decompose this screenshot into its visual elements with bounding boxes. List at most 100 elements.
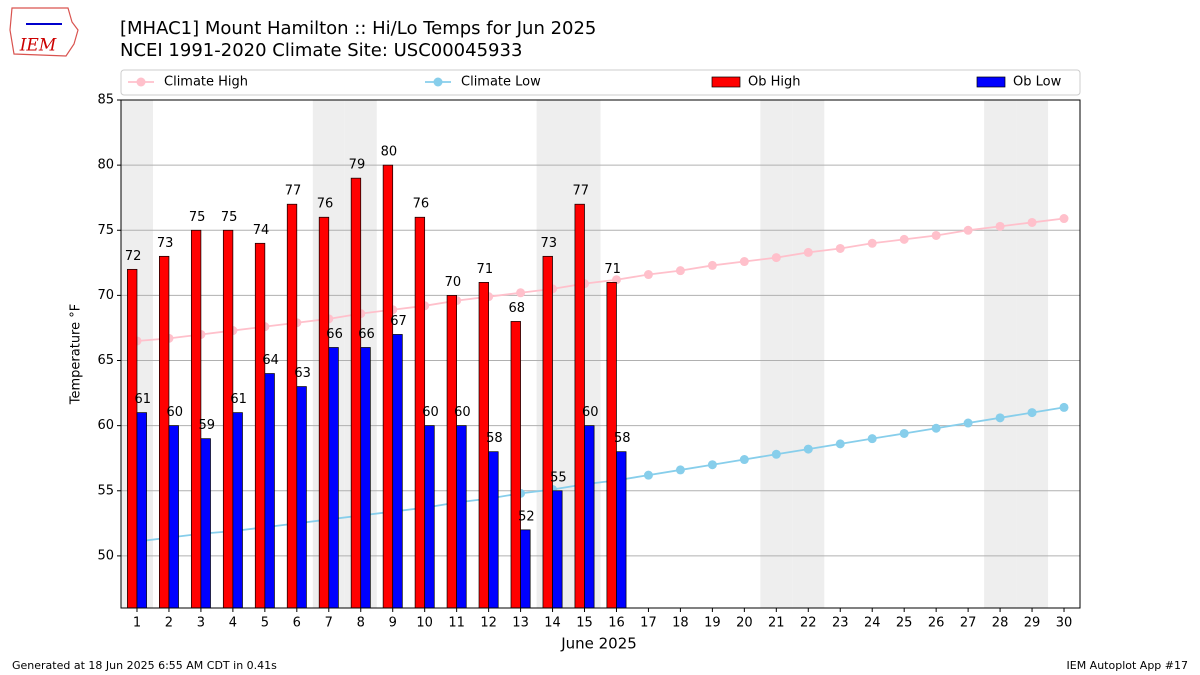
- bar: [552, 490, 563, 609]
- legend-label: Ob Low: [1013, 75, 1062, 90]
- bar: [168, 425, 179, 609]
- data-label: 73: [540, 236, 557, 251]
- data-label: 64: [262, 353, 279, 368]
- data-label: 79: [349, 158, 366, 173]
- y-tick-label: 50: [97, 548, 114, 563]
- point: [516, 288, 526, 298]
- point: [995, 413, 1005, 423]
- legend-label: Climate Low: [461, 75, 541, 90]
- x-tick-label: 5: [261, 616, 269, 631]
- y-tick-label: 85: [97, 93, 114, 108]
- data-label: 60: [454, 405, 471, 420]
- x-tick-label: 8: [357, 616, 365, 631]
- weekend-shade: [984, 100, 1017, 608]
- point: [995, 221, 1005, 231]
- point: [963, 225, 973, 235]
- data-label: 61: [135, 392, 152, 407]
- point: [611, 275, 621, 285]
- data-label: 75: [189, 210, 206, 225]
- x-tick-label: 22: [800, 616, 817, 631]
- bar: [328, 347, 339, 609]
- point: [867, 238, 877, 248]
- plot-frame: [120, 99, 1081, 609]
- point: [963, 418, 973, 428]
- x-axis-label: June 2025: [560, 635, 637, 653]
- point: [835, 439, 845, 449]
- data-label: 76: [413, 197, 430, 212]
- chart-title: [MHAC1] Mount Hamilton :: Hi/Lo Temps fo…: [120, 18, 596, 39]
- x-tick-label: 18: [672, 616, 689, 631]
- data-label: 59: [198, 418, 215, 433]
- x-tick-label: 7: [325, 616, 333, 631]
- bar: [488, 451, 499, 609]
- data-label: 77: [285, 184, 302, 199]
- data-label: 58: [486, 431, 503, 446]
- data-label: 60: [166, 405, 183, 420]
- x-tick-label: 30: [1056, 616, 1073, 631]
- weekend-shade: [1016, 100, 1049, 608]
- x-tick-label: 21: [768, 616, 785, 631]
- bar: [424, 425, 435, 609]
- data-label: 73: [157, 236, 174, 251]
- bar: [286, 203, 298, 609]
- point: [835, 243, 845, 253]
- bar: [296, 386, 307, 609]
- point: [867, 434, 877, 444]
- bar: [254, 242, 266, 609]
- bar: [382, 164, 394, 609]
- x-tick-label: 25: [896, 616, 913, 631]
- x-tick-label: 1: [133, 616, 141, 631]
- bar: [446, 295, 457, 609]
- legend-swatch: [711, 76, 741, 88]
- y-tick-label: 55: [97, 483, 114, 498]
- point: [899, 428, 909, 438]
- legend-box: [120, 69, 1081, 96]
- data-label: 60: [582, 405, 599, 420]
- weekend-shade: [792, 100, 825, 608]
- data-label: 52: [518, 509, 535, 524]
- point: [739, 455, 749, 465]
- x-tick-label: 10: [416, 616, 433, 631]
- x-tick-label: 3: [197, 616, 205, 631]
- x-tick-label: 9: [389, 616, 397, 631]
- bar: [136, 412, 147, 609]
- bar: [159, 255, 170, 609]
- y-tick-label: 65: [97, 353, 114, 368]
- data-label: 63: [294, 366, 311, 381]
- bar: [200, 438, 211, 609]
- point: [899, 234, 909, 244]
- point: [931, 423, 941, 433]
- point: [643, 270, 653, 280]
- x-tick-label: 19: [704, 616, 721, 631]
- x-tick-label: 28: [992, 616, 1009, 631]
- x-tick-label: 27: [960, 616, 977, 631]
- bar: [350, 177, 362, 609]
- logo-text: IEM: [19, 36, 57, 56]
- legend-label: Ob High: [748, 75, 801, 90]
- logo-outline: [9, 7, 79, 57]
- x-tick-label: 12: [480, 616, 497, 631]
- point: [675, 465, 685, 475]
- weekend-shade: [760, 100, 793, 608]
- data-label: 71: [477, 262, 494, 277]
- bar: [542, 255, 553, 609]
- data-label: 70: [445, 275, 462, 290]
- data-label: 60: [422, 405, 439, 420]
- footer-right: IEM Autoplot App #17: [1067, 659, 1189, 672]
- bar: [456, 425, 467, 609]
- x-tick-label: 24: [864, 616, 881, 631]
- point: [1027, 408, 1037, 418]
- bar: [232, 412, 243, 609]
- y-tick-label: 80: [97, 158, 114, 173]
- bar: [222, 229, 234, 609]
- point: [803, 247, 813, 257]
- data-label: 77: [572, 184, 589, 199]
- y-tick-label: 70: [97, 288, 114, 303]
- data-label: 72: [125, 249, 142, 264]
- legend-swatch: [976, 76, 1006, 88]
- data-label: 66: [358, 327, 375, 342]
- bar: [616, 451, 627, 609]
- bar: [127, 268, 138, 609]
- point: [1027, 217, 1037, 227]
- x-tick-label: 20: [736, 616, 753, 631]
